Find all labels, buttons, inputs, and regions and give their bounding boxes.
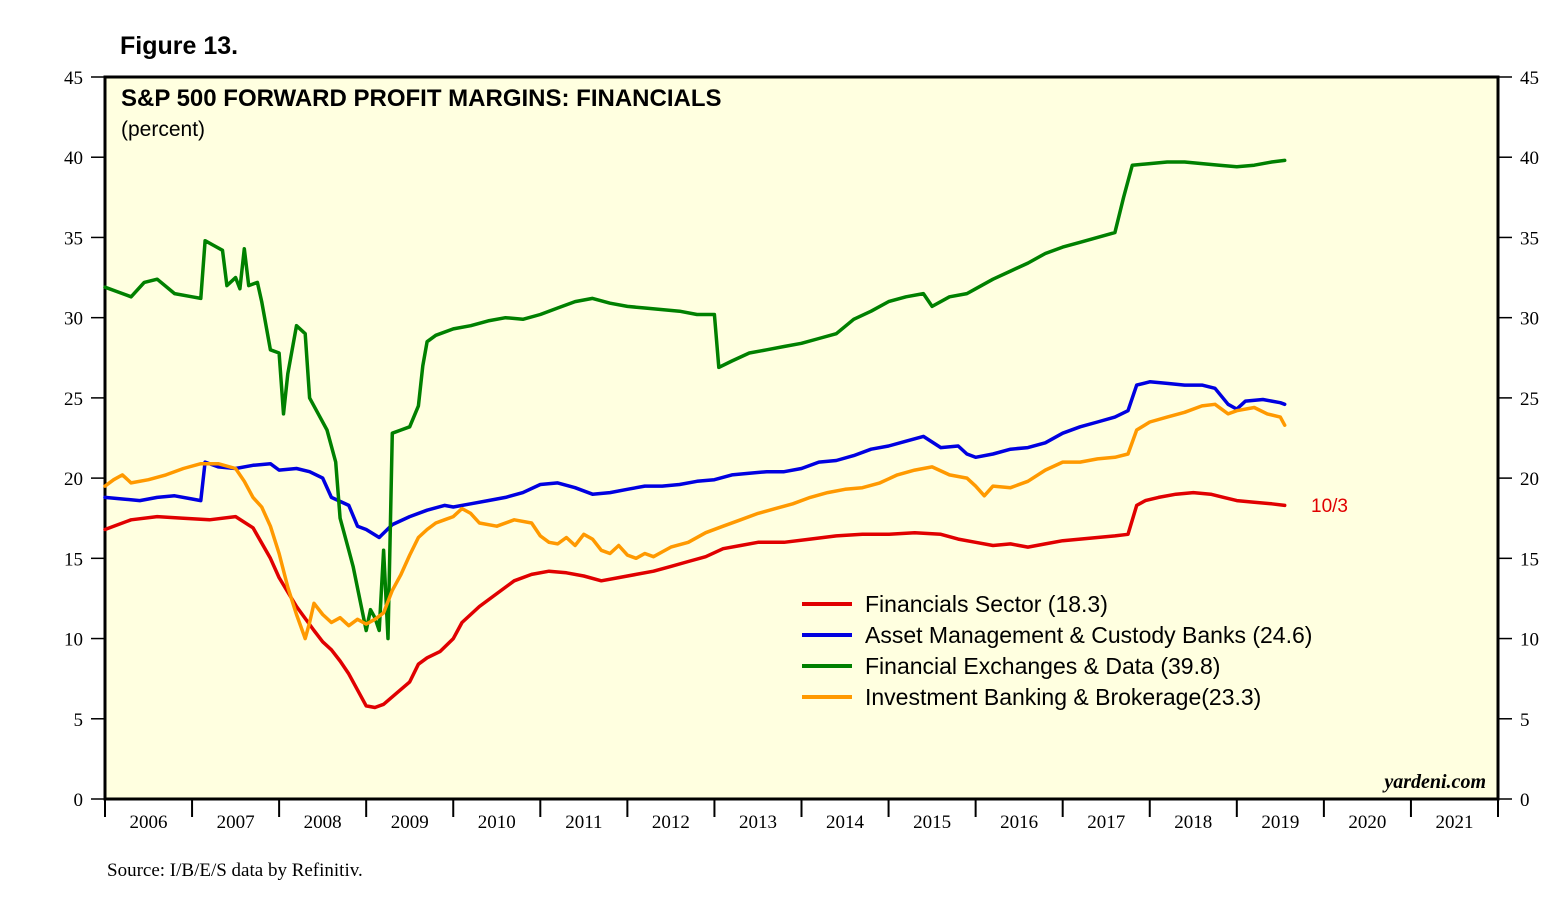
plot-area	[103, 75, 1500, 801]
y-tick-label-left: 25	[64, 389, 83, 410]
x-tick-label: 2011	[565, 812, 602, 833]
y-tick-label-right: 25	[1520, 389, 1539, 410]
y-tick-label-left: 10	[64, 630, 83, 651]
chart-title: S&P 500 FORWARD PROFIT MARGINS: FINANCIA…	[121, 85, 722, 112]
y-tick-label-right: 45	[1520, 68, 1539, 89]
x-tick-label: 2018	[1174, 812, 1212, 833]
legend-label: Financial Exchanges & Data (39.8)	[865, 653, 1220, 679]
x-tick-label: 2019	[1261, 812, 1299, 833]
y-tick-label-right: 0	[1520, 790, 1530, 811]
y-axis-right: 0 5 10 15 20 25 30 35 40 45	[1498, 68, 1539, 811]
y-tick-label-left: 0	[74, 790, 84, 811]
figure-label: Figure 13.	[120, 32, 239, 60]
y-tick-label-right: 10	[1520, 630, 1539, 651]
legend-label: Financials Sector (18.3)	[865, 591, 1108, 617]
x-tick-label: 2009	[391, 812, 429, 833]
x-tick-label: 2016	[1000, 812, 1038, 833]
series-lines	[103, 158, 1287, 710]
x-axis: 2006 2007 2008 2009 2010 2011 2012 2013 2014 2015…	[104, 799, 1499, 833]
x-tick-label: 2010	[478, 812, 516, 833]
x-tick-label: 2014	[826, 812, 865, 833]
y-tick-label-right: 15	[1520, 549, 1539, 570]
legend: Financials Sector (18.3) Asset Management…	[802, 591, 1312, 710]
y-tick-label-left: 40	[64, 148, 83, 169]
y-tick-label-left: 35	[64, 228, 83, 249]
x-tick-label: 2020	[1348, 812, 1386, 833]
x-tick-label: 2013	[739, 812, 777, 833]
x-tick-label: 2008	[304, 812, 342, 833]
x-tick-label: 2015	[913, 812, 951, 833]
y-tick-label-left: 30	[64, 309, 83, 330]
series-line-4	[103, 402, 1287, 641]
x-tick-label: 2021	[1435, 812, 1473, 833]
y-tick-label-left: 5	[74, 710, 84, 731]
series-line-3	[103, 158, 1287, 641]
y-tick-label-left: 20	[64, 469, 83, 490]
legend-label: Investment Banking & Brokerage(23.3)	[865, 684, 1261, 710]
y-tick-label-right: 35	[1520, 228, 1539, 249]
watermark: yardeni.com	[1382, 771, 1486, 793]
source-note: Source: I/B/E/S data by Refinitiv.	[107, 860, 363, 881]
x-tick-label: 2012	[652, 812, 690, 833]
y-tick-label-right: 30	[1520, 309, 1539, 330]
x-tick-label: 2017	[1087, 812, 1125, 833]
x-tick-label: 2006	[130, 812, 168, 833]
y-axis-left: 0 5 10 15 20 25 30 35 40 45	[64, 68, 105, 811]
series-line-1	[103, 490, 1287, 710]
x-tick-label: 2007	[217, 812, 255, 833]
legend-label: Asset Management & Custody Banks (24.6)	[865, 622, 1312, 648]
end-date-label: 10/3	[1311, 496, 1348, 517]
y-tick-label-right: 20	[1520, 469, 1539, 490]
chart-subtitle: (percent)	[121, 118, 205, 141]
y-tick-label-right: 5	[1520, 710, 1530, 731]
y-tick-label-left: 45	[64, 68, 83, 89]
y-tick-label-right: 40	[1520, 148, 1539, 169]
y-tick-label-left: 15	[64, 549, 83, 570]
series-line-2	[103, 380, 1287, 540]
